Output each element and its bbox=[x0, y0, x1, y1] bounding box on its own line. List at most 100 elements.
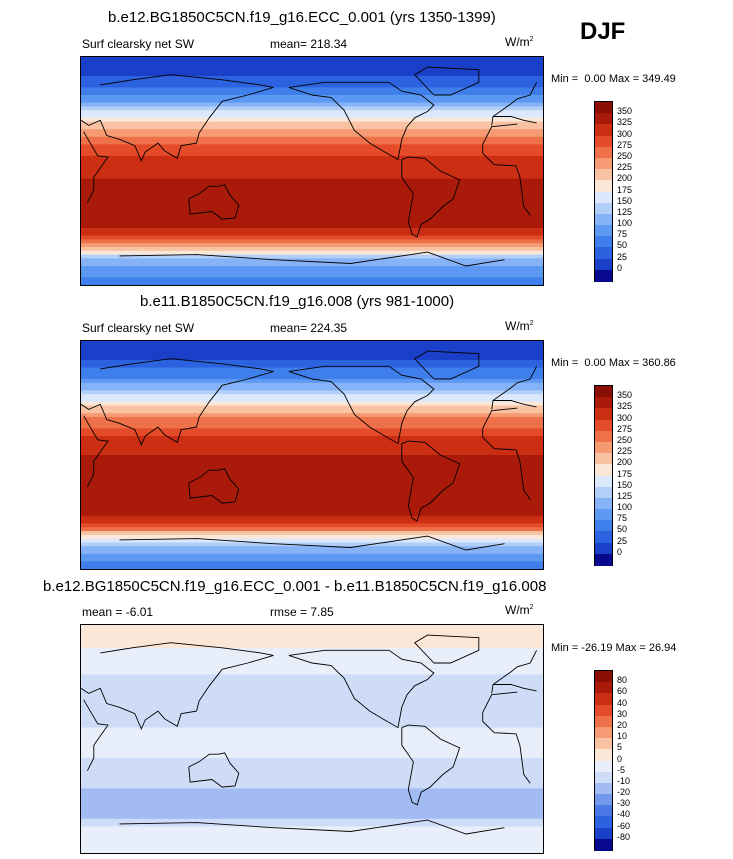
colorbar-segment bbox=[595, 771, 612, 784]
heatmap-band bbox=[81, 60, 543, 66]
heatmap-band bbox=[81, 834, 543, 839]
colorbar-tick-label: 30 bbox=[617, 708, 628, 719]
colorbar-segment bbox=[595, 553, 612, 566]
colorbar-tick-label: 60 bbox=[617, 686, 628, 697]
colorbar-segment bbox=[595, 838, 612, 851]
colorbar-tick-label: 125 bbox=[617, 206, 633, 217]
panel-3-max-label: Max = bbox=[615, 642, 646, 654]
panel-3-units-base: W/m bbox=[505, 603, 530, 617]
heatmap-band bbox=[81, 546, 543, 551]
heatmap-band bbox=[81, 761, 543, 767]
heatmap-band bbox=[81, 538, 543, 543]
heatmap-band bbox=[81, 712, 543, 717]
panel-3-min-label: Min = bbox=[551, 642, 579, 654]
heatmap-band bbox=[81, 655, 543, 660]
heatmap-band bbox=[81, 205, 543, 210]
colorbar-tick-label: 350 bbox=[617, 390, 633, 401]
heatmap-band bbox=[81, 110, 543, 115]
panel-1-mean: mean= 218.34 bbox=[270, 37, 347, 51]
heatmap-band bbox=[81, 68, 543, 73]
coastline bbox=[288, 649, 435, 729]
heatmap-band bbox=[81, 379, 543, 384]
heatmap-band bbox=[81, 79, 543, 85]
heatmap-band bbox=[81, 273, 543, 278]
heatmap-band bbox=[81, 845, 543, 850]
colorbar-segment bbox=[595, 135, 612, 148]
heatmap-band bbox=[81, 163, 543, 168]
panel-2-heatmap bbox=[81, 341, 543, 569]
colorbar-tick-label: 325 bbox=[617, 401, 633, 412]
heatmap-band bbox=[81, 765, 543, 770]
heatmap-band bbox=[81, 727, 543, 732]
heatmap-band bbox=[81, 83, 543, 88]
panel-1-colorbar bbox=[594, 101, 613, 282]
heatmap-band bbox=[81, 504, 543, 509]
colorbar-tick-label: -80 bbox=[617, 831, 631, 842]
heatmap-band bbox=[81, 773, 543, 778]
heatmap-band bbox=[81, 174, 543, 180]
colorbar-tick-label: 25 bbox=[617, 251, 628, 262]
colorbar-segment bbox=[595, 397, 612, 409]
panel-2-max-value: 360.86 bbox=[642, 357, 676, 369]
panel-1-heatmap bbox=[81, 57, 543, 285]
heatmap-band bbox=[81, 811, 543, 816]
heatmap-band bbox=[81, 462, 543, 467]
heatmap-band bbox=[81, 628, 543, 634]
heatmap-band bbox=[81, 439, 543, 445]
heatmap-band bbox=[81, 447, 543, 452]
heatmap-band bbox=[81, 129, 543, 134]
heatmap-band bbox=[81, 474, 543, 479]
heatmap-band bbox=[81, 523, 543, 528]
panel-2-min-value: 0.00 bbox=[584, 357, 606, 369]
heatmap-band bbox=[81, 436, 543, 441]
heatmap-band bbox=[81, 666, 543, 672]
heatmap-band bbox=[81, 818, 543, 824]
coastline bbox=[188, 752, 240, 788]
heatmap-band bbox=[81, 796, 543, 801]
colorbar-tick-label: 300 bbox=[617, 128, 633, 139]
heatmap-band bbox=[81, 685, 543, 691]
heatmap-band bbox=[81, 98, 543, 104]
heatmap-band bbox=[81, 849, 543, 853]
colorbar-segment bbox=[595, 726, 612, 739]
panel-3-rmse: rmse = 7.85 bbox=[270, 605, 334, 619]
colorbar-tick-label: 225 bbox=[617, 446, 633, 457]
heatmap-band bbox=[81, 777, 543, 782]
panel-2-minmax: Min = 0.00 Max = 360.86 bbox=[551, 357, 676, 369]
colorbar-segment bbox=[595, 520, 612, 532]
coastline bbox=[401, 724, 461, 806]
coastline bbox=[413, 66, 480, 96]
heatmap-band bbox=[81, 557, 543, 562]
heatmap-band bbox=[81, 72, 543, 77]
heatmap-band bbox=[81, 674, 543, 679]
heatmap-band bbox=[81, 239, 543, 244]
colorbar-tick-label: 5 bbox=[617, 742, 623, 753]
heatmap-band bbox=[81, 401, 543, 407]
panel-1-minmax: Min = 0.00 Max = 349.49 bbox=[551, 73, 676, 85]
colorbar-segment bbox=[595, 827, 612, 840]
colorbar-segment bbox=[595, 782, 612, 795]
colorbar-segment bbox=[595, 682, 612, 694]
colorbar-tick-label: -20 bbox=[617, 787, 631, 798]
heatmap-band bbox=[81, 57, 543, 62]
heatmap-band bbox=[81, 632, 543, 637]
panel-2-mean: mean= 224.35 bbox=[270, 321, 347, 335]
heatmap-band bbox=[81, 228, 543, 233]
colorbar-segment bbox=[595, 202, 612, 215]
heatmap-band bbox=[81, 212, 543, 218]
heatmap-band bbox=[81, 837, 543, 843]
heatmap-band bbox=[81, 341, 543, 346]
coastline bbox=[413, 634, 480, 664]
heatmap-band bbox=[81, 344, 543, 350]
heatmap-band bbox=[81, 515, 543, 521]
heatmap-band bbox=[81, 231, 543, 237]
colorbar-tick-label: 0 bbox=[617, 262, 623, 273]
heatmap-band bbox=[81, 742, 543, 748]
heatmap-band bbox=[81, 114, 543, 119]
colorbar-tick-label: -10 bbox=[617, 775, 631, 786]
heatmap-band bbox=[81, 247, 543, 252]
panel-1-mean-value: 218.34 bbox=[310, 37, 348, 51]
colorbar-tick-label: 275 bbox=[617, 139, 633, 150]
heatmap-band bbox=[81, 363, 543, 369]
colorbar-segment bbox=[595, 430, 612, 443]
